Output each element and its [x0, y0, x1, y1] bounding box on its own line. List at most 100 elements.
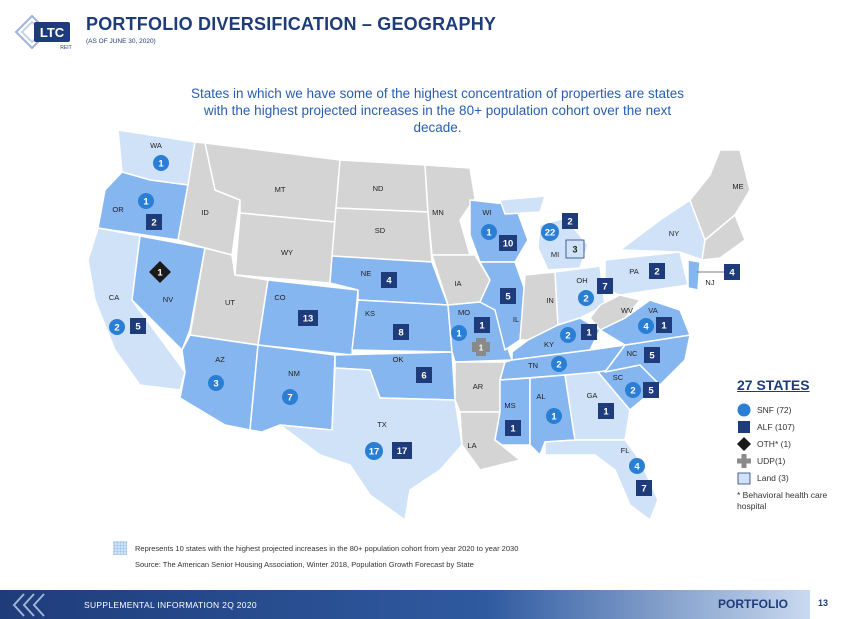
logo-text: LTC [40, 25, 65, 40]
state-nv [131, 235, 206, 351]
footer-bar [0, 590, 810, 619]
label-oh: OH [576, 276, 587, 285]
legend-title: 27 STATES [737, 377, 810, 393]
marker-pa-alf: 2 [649, 263, 665, 279]
legend-udp: UDP(1) [737, 452, 847, 469]
label-ia: IA [454, 279, 461, 288]
marker-or-alf: 2 [146, 214, 162, 230]
label-nd: ND [373, 184, 384, 193]
label-ms: MS [504, 401, 515, 410]
state-pa [604, 251, 689, 296]
svg-text:1: 1 [479, 344, 484, 353]
marker-fl-alf: 7 [636, 480, 652, 496]
svg-text:22: 22 [545, 228, 556, 239]
marker-ok-alf: 6 [416, 367, 432, 383]
label-ca: CA [109, 293, 119, 302]
marker-ky-snf: 2 [560, 327, 576, 343]
label-il: IL [513, 315, 519, 324]
svg-text:17: 17 [397, 446, 408, 457]
label-wi: WI [482, 208, 491, 217]
svg-text:1: 1 [456, 329, 462, 340]
svg-text:1: 1 [603, 407, 609, 418]
marker-sc-snf: 2 [625, 382, 641, 398]
svg-text:2: 2 [151, 218, 156, 229]
state-mi-up [499, 195, 546, 215]
label-wy: WY [281, 248, 293, 257]
marker-mi-alf: 2 [562, 213, 578, 229]
svg-text:1: 1 [158, 159, 164, 170]
marker-ks-alf: 8 [393, 324, 409, 340]
pattern-swatch-icon [113, 541, 127, 555]
logo-subtext: REIT [60, 45, 71, 51]
chevron-icon [12, 593, 45, 617]
label-ne: NE [361, 269, 371, 278]
marker-ca-snf: 2 [109, 319, 125, 335]
legend-alf-label: ALF (107) [757, 421, 795, 432]
legend-oth-label: OTH* (1) [757, 438, 791, 449]
legend-udp-label: UDP(1) [757, 455, 786, 466]
label-ut: UT [225, 298, 235, 307]
label-wv: WV [621, 306, 633, 315]
svg-text:1: 1 [551, 412, 557, 423]
marker-oh-snf: 2 [578, 290, 594, 306]
svg-text:4: 4 [729, 268, 735, 279]
state-ny [619, 199, 706, 261]
svg-text:3: 3 [213, 379, 218, 390]
udp-plus-icon [737, 453, 751, 468]
label-in: IN [546, 296, 554, 305]
label-sd: SD [375, 226, 386, 235]
svg-text:2: 2 [630, 386, 635, 397]
marker-az-snf: 3 [208, 375, 224, 391]
label-wa: WA [150, 141, 162, 150]
svg-text:7: 7 [641, 484, 646, 495]
svg-text:6: 6 [421, 371, 426, 382]
marker-ga-alf: 1 [598, 403, 614, 419]
legend-snf-label: SNF (72) [757, 404, 792, 415]
marker-tx-snf: 17 [365, 442, 383, 460]
source-note: Source: The American Senior Housing Asso… [135, 560, 474, 569]
marker-tn-snf: 2 [551, 356, 567, 372]
oth-diamond-icon [737, 436, 751, 451]
label-la: LA [467, 441, 476, 450]
label-mo: MO [458, 308, 470, 317]
svg-text:8: 8 [398, 328, 403, 339]
alf-square-icon [737, 420, 751, 434]
svg-text:1: 1 [143, 197, 149, 208]
marker-nv-oth: 1 [149, 261, 171, 283]
svg-text:4: 4 [643, 322, 649, 333]
label-co: CO [274, 293, 285, 302]
label-id: ID [201, 208, 209, 217]
legend-land-label: Land (3) [757, 472, 789, 483]
legend-oth: OTH* (1) [737, 435, 847, 452]
footer-text: SUPPLEMENTAL INFORMATION 2Q 2020 [84, 600, 257, 610]
legend-alf: ALF (107) [737, 418, 847, 435]
svg-text:1: 1 [157, 268, 163, 279]
marker-mi-snf: 22 [541, 223, 559, 241]
footer: SUPPLEMENTAL INFORMATION 2Q 2020 PORTFOL… [0, 590, 850, 619]
marker-nc-alf: 5 [644, 347, 660, 363]
marker-mo-udp: 1 [472, 338, 490, 356]
svg-text:2: 2 [565, 331, 570, 342]
svg-text:1: 1 [661, 321, 667, 332]
marker-nm-snf: 7 [282, 389, 298, 405]
svg-text:5: 5 [648, 386, 654, 397]
marker-wi-alf: 10 [499, 235, 517, 251]
state-fl [544, 439, 659, 521]
label-ga: GA [587, 391, 598, 400]
svg-text:2: 2 [583, 294, 588, 305]
svg-text:5: 5 [649, 351, 655, 362]
marker-mi-land: 3 [565, 239, 585, 259]
svg-text:2: 2 [567, 217, 572, 228]
label-mt: MT [275, 185, 286, 194]
legend-snf: SNF (72) [737, 401, 847, 418]
label-tn: TN [528, 361, 538, 370]
marker-ky-alf: 1 [581, 324, 597, 340]
marker-sc-alf: 5 [643, 382, 659, 398]
svg-text:2: 2 [114, 323, 119, 334]
label-me: ME [732, 182, 743, 191]
label-mi: MI [551, 250, 559, 259]
svg-text:4: 4 [386, 276, 392, 287]
svg-text:1: 1 [510, 424, 516, 435]
state-new-england [701, 214, 746, 261]
svg-text:5: 5 [505, 292, 511, 303]
